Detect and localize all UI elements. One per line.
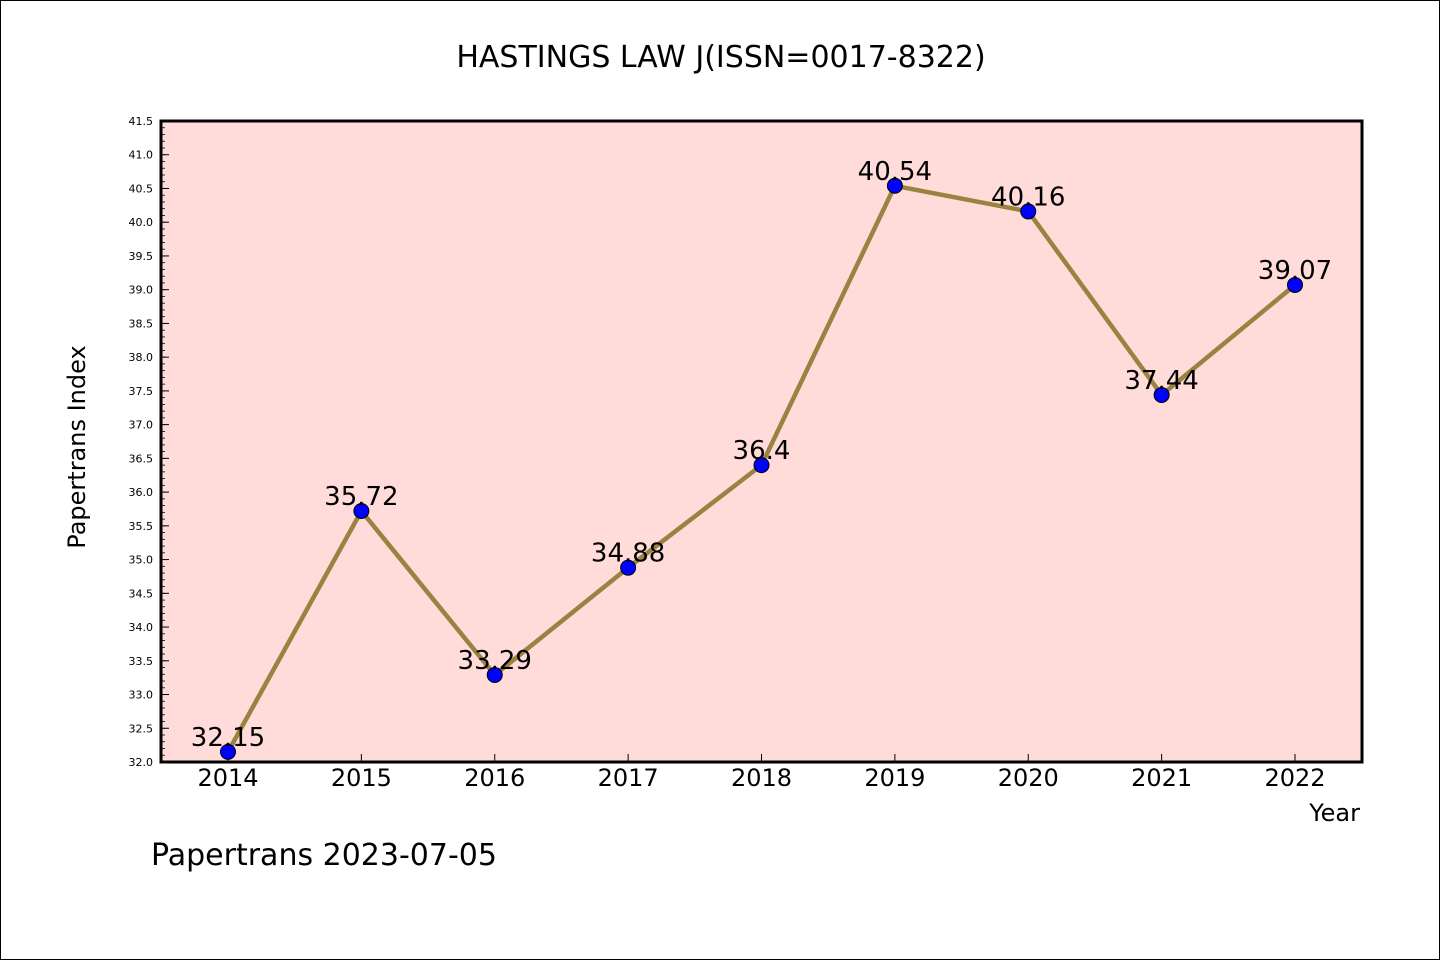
- data-point: [1020, 203, 1037, 220]
- y-tick-label: 40.0: [129, 216, 154, 229]
- plot-frame: [159, 119, 1364, 764]
- data-label: 39.07: [1258, 256, 1332, 286]
- x-tick-label: 2017: [598, 764, 659, 792]
- data-label: 36.4: [733, 436, 791, 466]
- chart-title: HASTINGS LAW J(ISSN=0017-8322): [456, 40, 985, 75]
- y-tick-label: 37.5: [129, 385, 154, 398]
- data-label: 32.15: [191, 723, 265, 753]
- x-tick-label: 2015: [331, 764, 392, 792]
- y-tick-label: 38.0: [129, 351, 154, 364]
- x-axis-label: Year: [1308, 799, 1360, 827]
- data-point: [220, 743, 236, 760]
- y-tick-label: 39.0: [129, 284, 154, 297]
- y-tick-label: 32.0: [129, 756, 154, 769]
- y-tick-label: 40.5: [129, 182, 154, 195]
- y-tick-label: 41.0: [129, 149, 154, 162]
- x-axis: 2014 2015 2016 2017 2018 2019 2020 2021 2022: [197, 754, 1326, 792]
- y-tick-label: 32.5: [129, 722, 154, 735]
- data-point: [353, 502, 370, 519]
- y-tick-label: 37.0: [129, 419, 154, 432]
- y-tick-label: 34.5: [129, 587, 154, 600]
- data-label: 37.44: [1124, 366, 1198, 396]
- y-tick-label: 36.5: [129, 452, 154, 465]
- data-point: [1153, 386, 1170, 403]
- x-tick-label: 2018: [731, 764, 792, 792]
- y-tick-label: 33.0: [129, 689, 154, 702]
- data-point: [753, 457, 770, 474]
- y-tick-label: 35.0: [129, 554, 154, 567]
- y-tick-label: 34.0: [129, 621, 154, 634]
- y-tick-label: 41.5: [129, 115, 154, 128]
- data-label: 40.54: [858, 157, 932, 187]
- y-axis-label: Papertrans Index: [63, 345, 91, 548]
- x-tick-label: 2014: [197, 764, 258, 792]
- y-tick-label: 35.5: [129, 520, 154, 533]
- footer-date: Papertrans 2023-07-05: [151, 838, 497, 873]
- x-tick-label: 2022: [1264, 764, 1325, 792]
- data-series: [220, 177, 1303, 760]
- data-point: [486, 666, 503, 683]
- plot-area: [161, 121, 1362, 762]
- y-tick-label: 33.5: [129, 655, 154, 668]
- y-tick-label: 36.0: [129, 486, 154, 499]
- x-tick-label: 2019: [864, 764, 925, 792]
- data-label: 34.88: [591, 539, 665, 569]
- x-tick-label: 2021: [1131, 764, 1192, 792]
- y-tick-label: 39.5: [129, 250, 154, 263]
- x-tick-label: 2020: [998, 764, 1059, 792]
- x-tick-label: 2016: [464, 764, 525, 792]
- data-point: [1287, 276, 1303, 293]
- data-label: 35.72: [324, 482, 398, 512]
- data-label: 33.29: [458, 646, 532, 676]
- y-axis: 32.0 32.5 33.0 33.5 34.0 34.5 35.0 35.5 36.0 36.5…: [129, 115, 169, 769]
- data-labels: 32.15 35.72 33.29 34.88 36.4 40.54 40.16 37.44 3…: [191, 157, 1332, 753]
- data-point: [886, 177, 903, 194]
- data-point: [620, 559, 637, 576]
- y-tick-label: 38.5: [129, 317, 154, 330]
- data-label: 40.16: [991, 182, 1065, 212]
